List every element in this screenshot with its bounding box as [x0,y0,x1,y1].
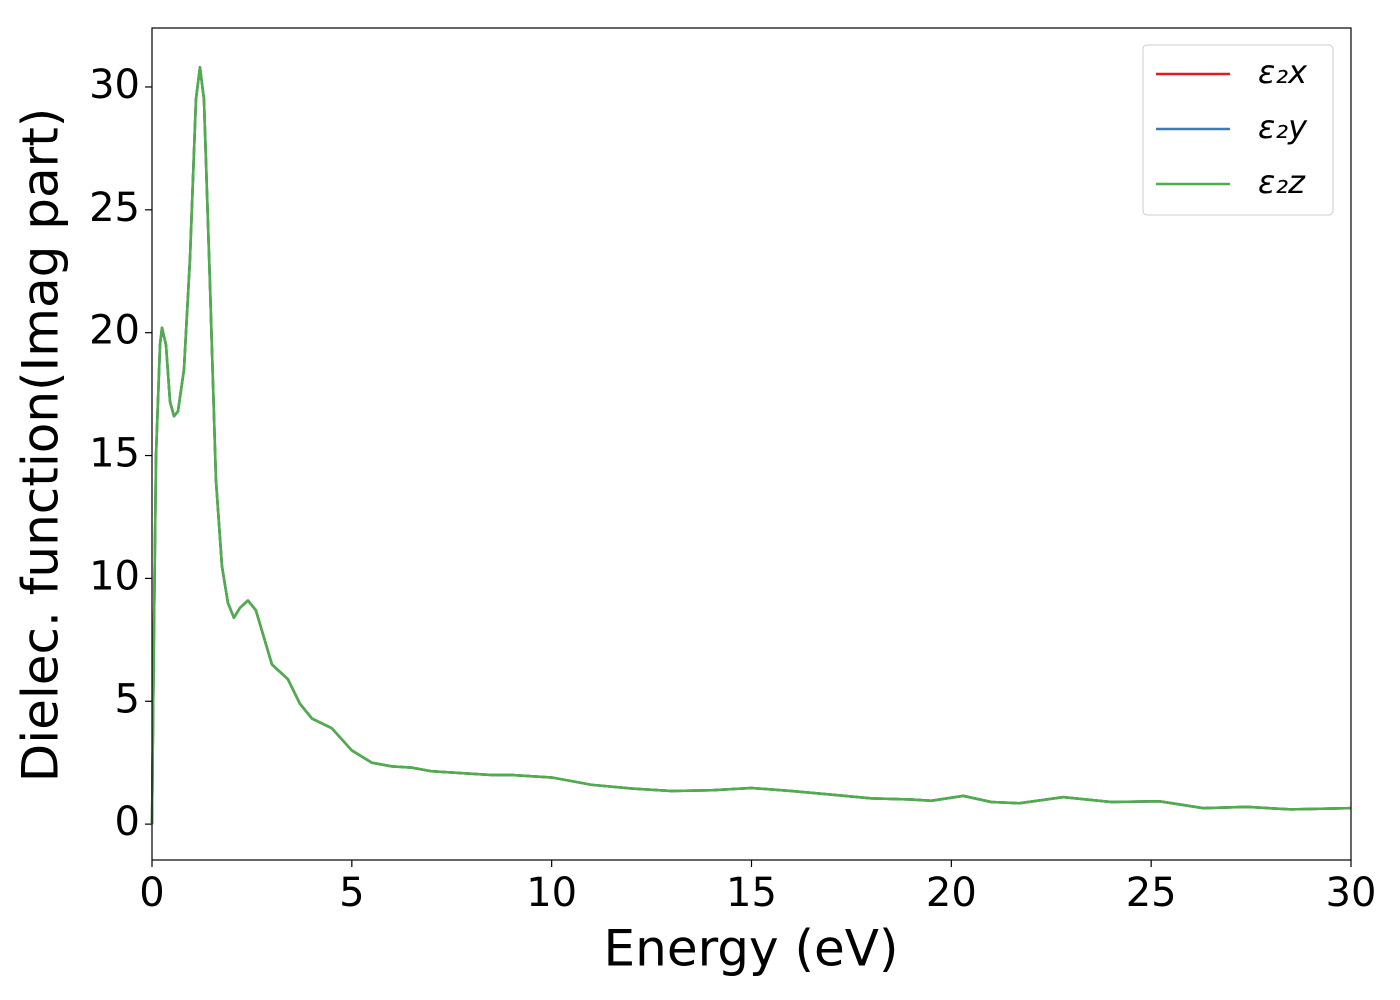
x-tick-label: 25 [1126,870,1177,916]
y-tick-label: 15 [89,431,140,477]
legend-label: ε₂y [1258,108,1308,146]
legend-label: ε₂x [1258,53,1308,91]
plot-frame [151,27,1352,861]
series-line [150,66,1352,825]
legend-box [1142,44,1334,216]
x-tick-label: 15 [726,870,777,916]
x-axis-label: Energy (eV) [604,920,899,978]
x-tick-label: 0 [139,870,164,916]
y-tick-label: 10 [89,553,140,599]
y-tick-label: 0 [115,799,140,845]
y-tick-label: 30 [89,62,140,108]
x-tick-label: 10 [526,870,577,916]
x-tick-label: 30 [1326,870,1377,916]
y-tick-label: 25 [89,185,140,231]
y-axis-label: Dielec. function(Imag part) [12,108,70,783]
y-tick-label: 5 [115,676,140,722]
y-tick-label: 20 [89,308,140,354]
x-tick-label: 5 [339,870,364,916]
x-tick-label: 20 [926,870,977,916]
legend-label: ε₂z [1258,163,1306,201]
